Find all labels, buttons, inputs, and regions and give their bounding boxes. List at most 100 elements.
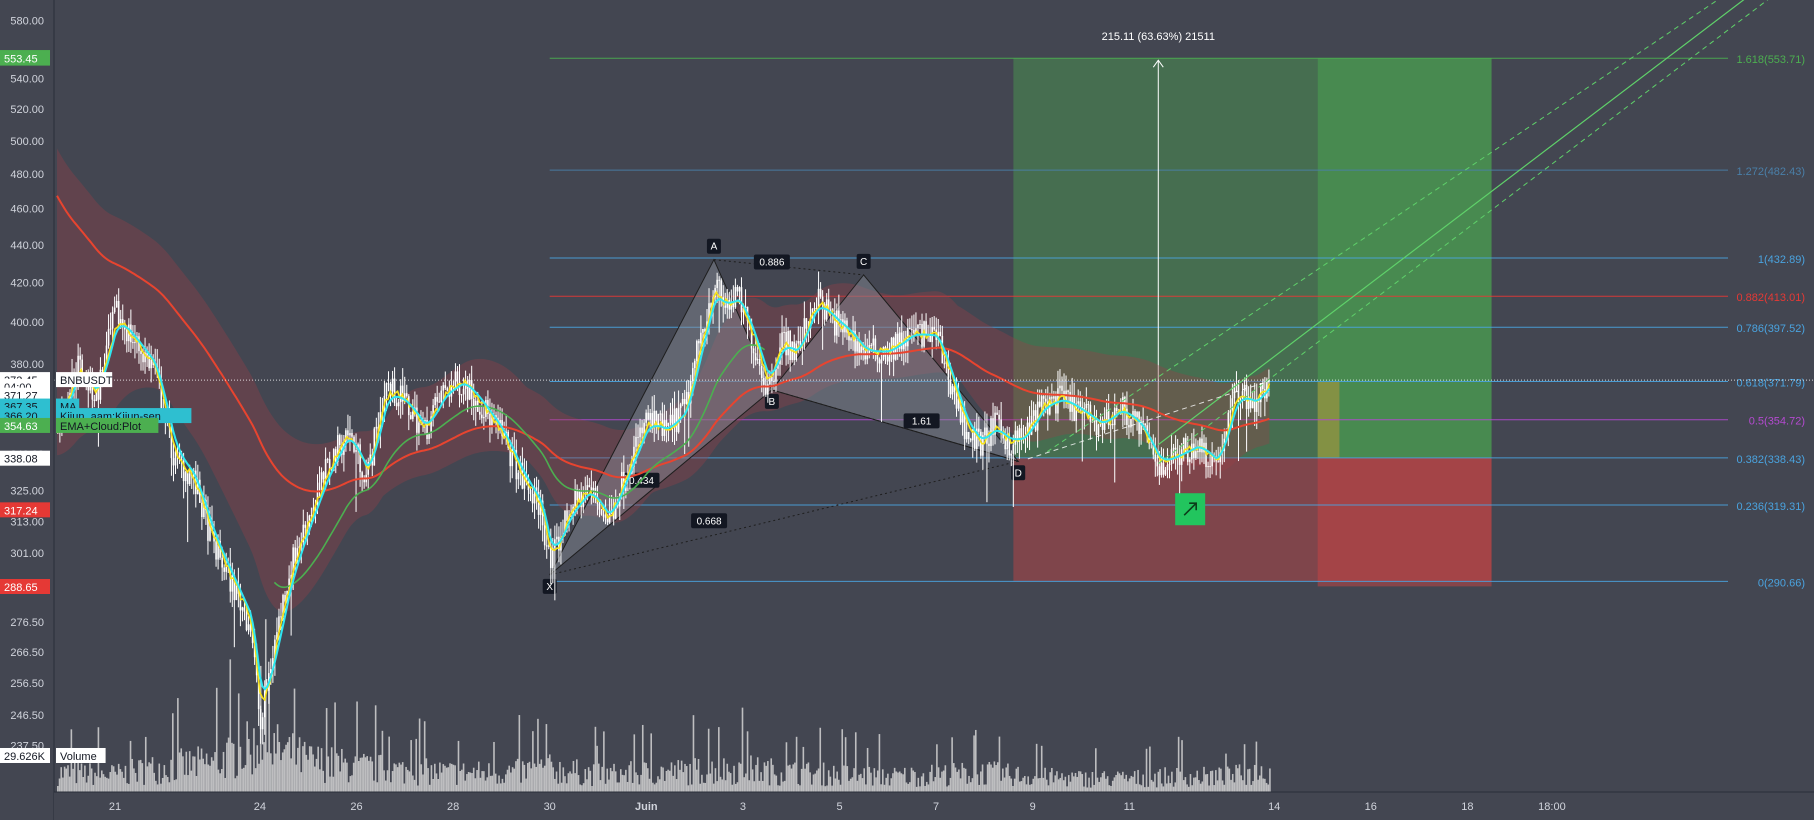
candle-body (681, 398, 684, 405)
volume-bar (1069, 781, 1072, 792)
volume-bar (415, 738, 418, 792)
volume-bar (1171, 771, 1173, 792)
volume-bar (286, 742, 289, 792)
candle-body (781, 332, 783, 348)
volume-bar (1215, 770, 1217, 792)
volume-bar (621, 774, 624, 792)
volume-bar (1204, 774, 1207, 792)
volume-bar (711, 761, 713, 792)
candle-body (140, 351, 142, 354)
volume-bar (315, 758, 318, 792)
volume-bar (445, 767, 448, 792)
time-tick-label: 24 (254, 801, 266, 813)
volume-bar (244, 765, 247, 792)
volume-bar (826, 785, 828, 792)
volume-bar (205, 753, 208, 792)
volume-bar (459, 770, 461, 792)
candle-body (720, 280, 722, 298)
volume-bar (592, 764, 595, 792)
volume-bar (256, 745, 259, 792)
volume-bar (929, 771, 931, 792)
candle-body (95, 387, 98, 401)
volume-bar (839, 784, 842, 792)
kijun-line (56, 298, 1271, 691)
volume-bar (1122, 771, 1124, 792)
candle-body (117, 300, 120, 324)
candle-body (478, 411, 481, 415)
candle-body (675, 408, 678, 433)
volume-bar (1044, 767, 1046, 792)
volume-bar (400, 764, 402, 792)
volume-bar (675, 779, 678, 792)
volume-bar (640, 774, 642, 792)
volume-bar (892, 773, 894, 792)
candle-body (221, 557, 223, 568)
candle-body (957, 399, 960, 409)
candle-body (1077, 401, 1080, 404)
price-tick-label: 420.00 (10, 278, 44, 290)
candle-body (874, 338, 877, 353)
series-label[interactable]: EMA+Cloud:Plot (56, 417, 159, 433)
candle-body (635, 436, 637, 447)
volume-bar (1238, 764, 1241, 792)
candle-body (890, 337, 893, 351)
volume-bar (773, 774, 776, 792)
candle-body (564, 510, 566, 536)
volume-bar (479, 777, 482, 792)
candle-body (515, 449, 518, 480)
volume-bar (1056, 771, 1058, 792)
candle-body (1219, 452, 1222, 463)
candle-body (1217, 461, 1219, 463)
candle-body (351, 432, 353, 437)
volume-bar (178, 752, 181, 792)
volume-bar (1142, 774, 1144, 792)
volume-bar (106, 777, 108, 792)
volume-bar (79, 770, 81, 792)
volume-bar (680, 760, 683, 792)
time-tick-label: 26 (350, 801, 362, 813)
series-label[interactable]: BNBUSDT (56, 372, 113, 388)
volume-bar (477, 761, 480, 792)
candle-body (961, 408, 964, 423)
volume-bar (180, 748, 183, 792)
volume-bar (552, 767, 554, 792)
volume-bar (645, 762, 647, 792)
candle-body (740, 287, 743, 313)
volume-bar (114, 771, 117, 792)
volume-bar (995, 765, 997, 792)
volume-bar (707, 728, 710, 792)
series-label[interactable]: Volume (56, 747, 106, 763)
candle-body (539, 500, 542, 515)
candle-body (1136, 412, 1138, 417)
volume-bar (1088, 777, 1090, 792)
pattern-ratio-badge (903, 413, 940, 429)
price-tick-label: 256.50 (10, 678, 44, 690)
volume-bar (533, 763, 536, 792)
candle-body (602, 514, 605, 517)
volume-bar (712, 783, 715, 792)
volume-bar (917, 777, 920, 792)
volume-bar (765, 765, 767, 792)
volume-bar (1010, 778, 1013, 792)
trend-up-arrow-icon[interactable] (1175, 493, 1206, 526)
candle-body (1209, 466, 1211, 468)
volume-bar (778, 785, 781, 792)
volume-bar (985, 784, 987, 792)
candle-body (1174, 447, 1177, 456)
candle-body (769, 376, 771, 385)
candle-body (468, 379, 471, 400)
volume-bar (537, 718, 539, 792)
pattern-point-b: B (764, 393, 779, 409)
candle-body (750, 323, 753, 349)
volume-bar (126, 783, 128, 792)
volume-bar (682, 772, 685, 792)
volume-bar (581, 785, 583, 792)
volume-bar (792, 764, 795, 792)
candle-body (659, 413, 662, 415)
volume-bar (1247, 769, 1249, 792)
volume-bar (67, 765, 69, 792)
volume-bar (740, 763, 742, 792)
candle-body (1040, 396, 1043, 407)
candle-body (980, 431, 982, 456)
